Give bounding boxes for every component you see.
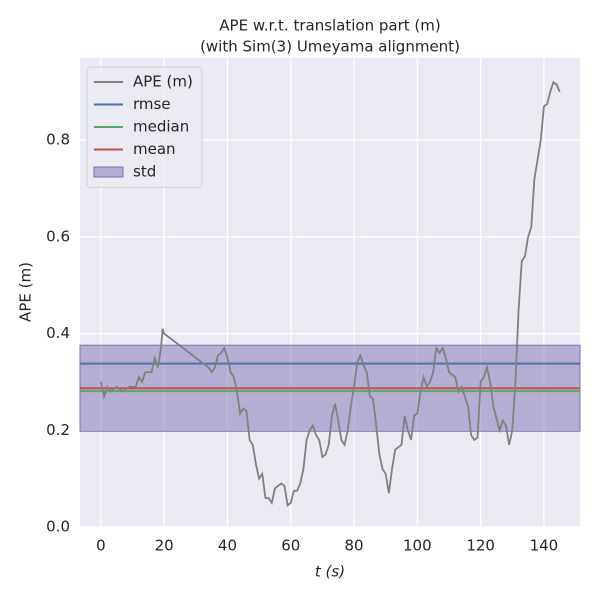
x-axis-label: t (s) bbox=[315, 563, 345, 581]
legend-swatch bbox=[93, 166, 124, 178]
chart-subtitle: (with Sim(3) Umeyama alignment) bbox=[200, 38, 460, 56]
y-tick-label: 0.8 bbox=[46, 131, 70, 149]
y-tick-label: 0.2 bbox=[46, 421, 70, 439]
x-tick-label: 100 bbox=[403, 537, 432, 555]
y-axis-label: APE (m) bbox=[17, 262, 35, 322]
x-tick-label: 80 bbox=[345, 537, 364, 555]
y-tick-label: 0.4 bbox=[46, 324, 70, 342]
legend-label: APE (m) bbox=[133, 73, 193, 91]
legend-box bbox=[86, 66, 203, 188]
y-tick-label: 0.0 bbox=[46, 518, 70, 536]
x-tick-label: 140 bbox=[530, 537, 559, 555]
x-tick-label: 20 bbox=[155, 537, 174, 555]
legend-label: std bbox=[133, 163, 156, 181]
legend-label: median bbox=[133, 118, 189, 136]
chart-title: APE w.r.t. translation part (m) bbox=[219, 17, 440, 35]
legend-label: mean bbox=[133, 140, 176, 158]
x-tick-label: 40 bbox=[218, 537, 237, 555]
x-tick-label: 60 bbox=[281, 537, 300, 555]
series-line bbox=[100, 80, 561, 507]
x-tick-label: 120 bbox=[466, 537, 495, 555]
legend-label: rmse bbox=[133, 95, 171, 113]
x-tick-label: 0 bbox=[96, 537, 106, 555]
y-tick-label: 0.6 bbox=[46, 227, 70, 245]
